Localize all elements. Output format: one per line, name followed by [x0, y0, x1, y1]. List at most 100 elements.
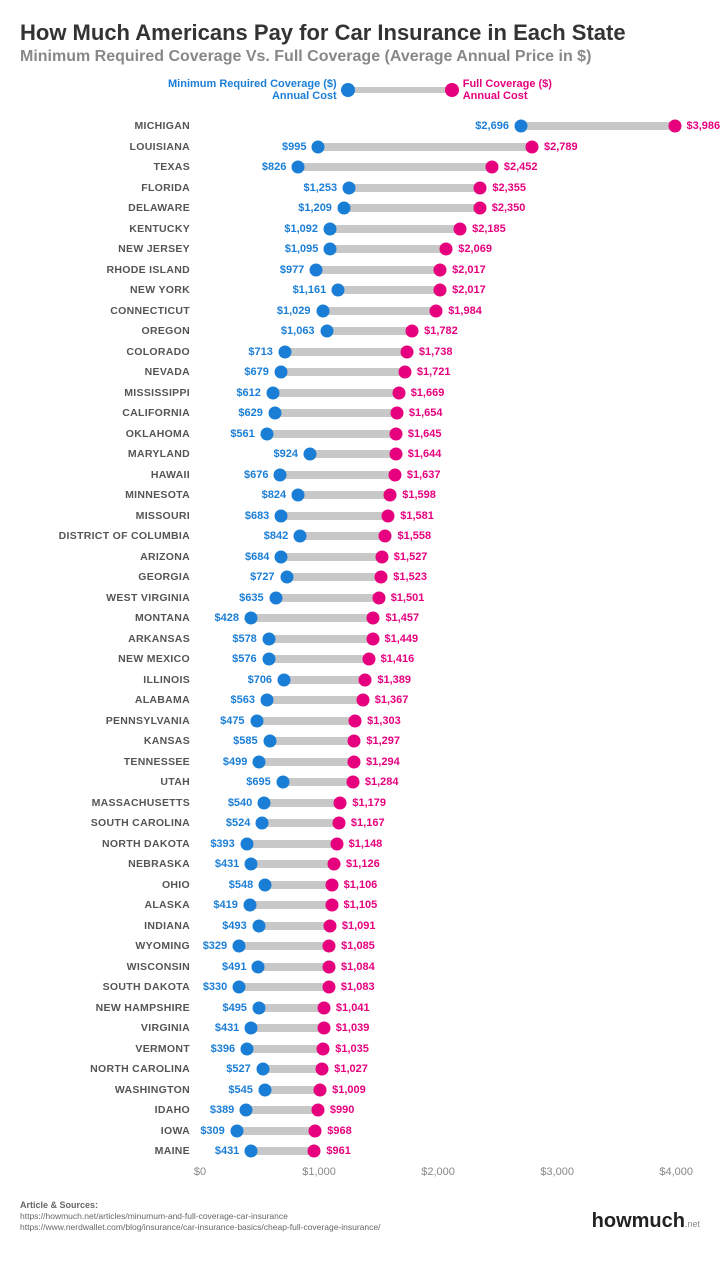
state-plot: $329$1,085 — [200, 936, 700, 957]
dumbbell-bar — [247, 840, 337, 848]
min-dot — [332, 284, 345, 297]
full-value-label: $1,179 — [352, 797, 386, 809]
full-value-label: $1,523 — [393, 571, 427, 583]
full-value-label: $2,017 — [452, 264, 486, 276]
state-label: NORTH CAROLINA — [20, 1063, 200, 1075]
min-dot — [233, 940, 246, 953]
full-value-label: $1,558 — [397, 530, 431, 542]
full-dot — [330, 837, 343, 850]
min-value-label: $995 — [282, 141, 306, 153]
full-value-label: $3,986 — [687, 120, 720, 132]
logo-main: howmuch — [592, 1210, 685, 1232]
full-dot — [316, 1063, 329, 1076]
state-row: TEXAS$826$2,452 — [20, 157, 700, 178]
min-dot — [278, 673, 291, 686]
state-label: MASSACHUSETTS — [20, 797, 200, 809]
min-dot — [263, 735, 276, 748]
state-plot: $706$1,389 — [200, 670, 700, 691]
state-plot: $428$1,457 — [200, 608, 700, 629]
state-row: MISSISSIPPI$612$1,669 — [20, 383, 700, 404]
min-dot — [245, 1022, 258, 1035]
full-dot — [434, 263, 447, 276]
state-label: NEW JERSEY — [20, 243, 200, 255]
full-dot — [379, 530, 392, 543]
dumbbell-bar — [269, 655, 369, 663]
min-value-label: $585 — [233, 735, 257, 747]
min-dot — [252, 919, 265, 932]
full-value-label: $2,355 — [492, 182, 526, 194]
state-label: ALASKA — [20, 899, 200, 911]
min-value-label: $428 — [214, 612, 238, 624]
full-value-label: $2,789 — [544, 141, 578, 153]
state-plot: $612$1,669 — [200, 383, 700, 404]
dumbbell-bar — [257, 717, 356, 725]
state-label: GEORGIA — [20, 571, 200, 583]
state-row: OKLAHOMA$561$1,645 — [20, 424, 700, 445]
state-plot: $713$1,738 — [200, 342, 700, 363]
dumbbell-bar — [323, 307, 437, 315]
state-plot: $393$1,148 — [200, 834, 700, 855]
min-value-label: $389 — [210, 1104, 234, 1116]
state-label: UTAH — [20, 776, 200, 788]
dumbbell-bar — [275, 409, 397, 417]
full-value-label: $1,449 — [385, 633, 419, 645]
min-dot — [275, 509, 288, 522]
min-dot — [274, 468, 287, 481]
state-plot: $563$1,367 — [200, 690, 700, 711]
min-value-label: $706 — [248, 674, 272, 686]
state-row: WEST VIRGINIA$635$1,501 — [20, 588, 700, 609]
legend-min: Minimum Required Coverage ($) Annual Cos… — [168, 78, 337, 102]
state-plot: $419$1,105 — [200, 895, 700, 916]
state-row: IOWA$309$968 — [20, 1121, 700, 1142]
full-dot — [375, 571, 388, 584]
state-plot: $824$1,598 — [200, 485, 700, 506]
full-dot — [366, 632, 379, 645]
state-row: NEW JERSEY$1,095$2,069 — [20, 239, 700, 260]
full-dot — [434, 284, 447, 297]
dumbbell-bar — [273, 389, 399, 397]
min-dot — [244, 612, 257, 625]
state-plot: $330$1,083 — [200, 977, 700, 998]
full-dot — [325, 878, 338, 891]
state-label: MINNESOTA — [20, 489, 200, 501]
dumbbell-bar — [327, 327, 413, 335]
full-dot — [440, 243, 453, 256]
min-value-label: $629 — [238, 407, 262, 419]
state-row: MASSACHUSETTS$540$1,179 — [20, 793, 700, 814]
dumbbell-bar — [251, 1147, 314, 1155]
state-row: DELAWARE$1,209$2,350 — [20, 198, 700, 219]
dumbbell-bar — [310, 450, 396, 458]
min-value-label: $561 — [230, 428, 254, 440]
state-label: OHIO — [20, 879, 200, 891]
state-label: DELAWARE — [20, 202, 200, 214]
state-plot: $475$1,303 — [200, 711, 700, 732]
state-row: OHIO$548$1,106 — [20, 875, 700, 896]
state-label: LOUISIANA — [20, 141, 200, 153]
min-value-label: $635 — [239, 592, 263, 604]
source-link-2: https://www.nerdwallet.com/blog/insuranc… — [20, 1222, 380, 1233]
full-dot — [317, 1022, 330, 1035]
min-value-label: $1,029 — [277, 305, 311, 317]
full-value-label: $1,035 — [335, 1043, 369, 1055]
sources-title: Article & Sources: — [20, 1200, 380, 1212]
chart-title: How Much Americans Pay for Car Insurance… — [20, 20, 700, 46]
axis-tick: $1,000 — [302, 1166, 336, 1178]
dumbbell-bar — [265, 1086, 320, 1094]
full-dot — [334, 796, 347, 809]
min-value-label: $727 — [250, 571, 274, 583]
state-row: NEVADA$679$1,721 — [20, 362, 700, 383]
state-label: HAWAII — [20, 469, 200, 481]
full-dot — [485, 161, 498, 174]
state-row: UTAH$695$1,284 — [20, 772, 700, 793]
min-dot — [233, 981, 246, 994]
full-dot — [454, 222, 467, 235]
dumbbell-bar — [251, 1024, 323, 1032]
state-row: NEBRASKA$431$1,126 — [20, 854, 700, 875]
dumbbell-bar — [281, 368, 405, 376]
full-dot — [398, 366, 411, 379]
full-dot — [317, 1042, 330, 1055]
state-plot: $578$1,449 — [200, 629, 700, 650]
full-value-label: $1,721 — [417, 366, 451, 378]
min-dot — [260, 427, 273, 440]
state-row: MICHIGAN$2,696$3,986 — [20, 116, 700, 137]
